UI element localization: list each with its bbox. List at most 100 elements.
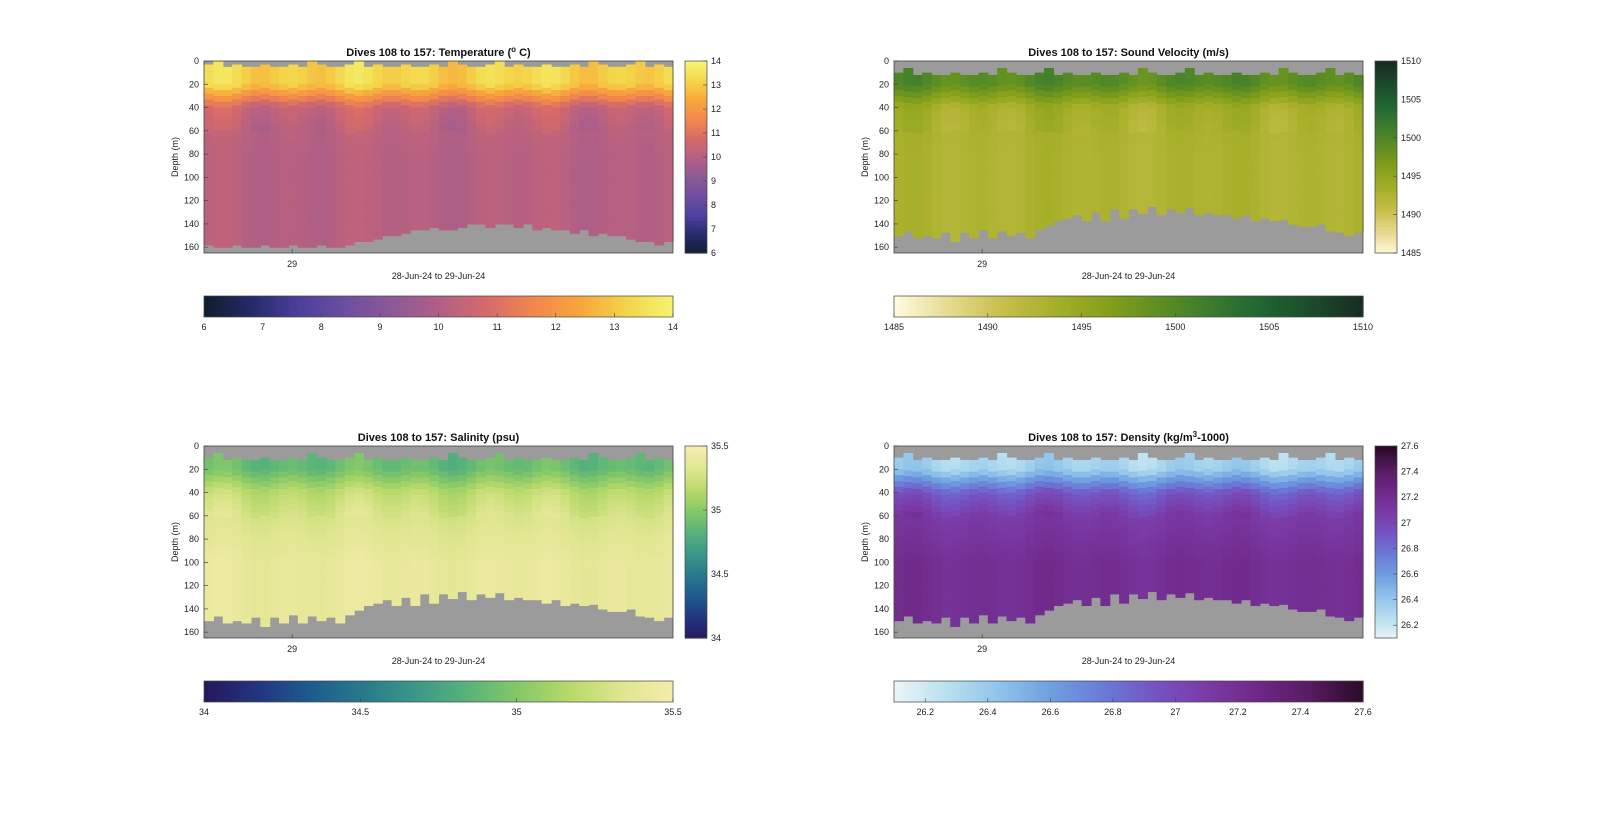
heatmap-cell — [588, 470, 599, 477]
heatmap-cell — [391, 177, 402, 184]
heatmap-cell — [476, 465, 486, 473]
heatmap-cell — [569, 134, 580, 141]
heatmap-cell — [410, 113, 421, 120]
heatmap-cell — [447, 516, 458, 524]
heatmap-cell — [269, 90, 280, 97]
heatmap-cell — [894, 585, 904, 593]
heatmap-cell — [579, 136, 590, 144]
heatmap-cell — [344, 186, 355, 194]
heatmap-cell — [476, 95, 486, 103]
heatmap-cell — [1278, 207, 1289, 215]
heatmap-cell — [1147, 90, 1158, 97]
heatmap-cell — [400, 99, 411, 106]
heatmap-cell — [466, 576, 477, 583]
heatmap-cell — [504, 582, 515, 589]
heatmap-cell — [1044, 190, 1055, 197]
colorbar-swatch — [1163, 296, 1169, 317]
heatmap-cell — [607, 523, 618, 531]
heatmap-cell — [903, 511, 914, 518]
heatmap-cell — [1241, 115, 1252, 123]
heatmap-cell — [325, 136, 336, 144]
heatmap-cell — [903, 190, 914, 197]
heatmap-cell — [419, 535, 430, 543]
heatmap-cell — [354, 61, 365, 68]
heatmap-cell — [466, 535, 477, 543]
heatmap-cell — [579, 465, 590, 473]
heatmap-cell — [532, 471, 543, 479]
heatmap-cell — [372, 64, 383, 71]
heatmap-cell — [532, 125, 543, 132]
colorbar-swatch — [250, 681, 256, 702]
heatmap-cell — [1053, 208, 1064, 216]
colorbar-swatch — [227, 681, 232, 702]
heatmap-cell — [635, 540, 646, 547]
heatmap-cell — [204, 221, 214, 228]
heatmap-cell — [663, 512, 674, 519]
heatmap-cell — [1259, 113, 1270, 120]
heatmap-cell — [1166, 156, 1176, 163]
heatmap-cell — [288, 539, 299, 546]
colorbar-swatch — [618, 681, 623, 702]
heatmap-cell — [644, 212, 655, 219]
heatmap-cell — [1025, 121, 1036, 128]
heatmap-cell — [959, 121, 970, 128]
y-tick-label: 140 — [184, 604, 199, 614]
heatmap-cell — [1025, 92, 1036, 99]
heatmap-cell — [922, 550, 933, 558]
heatmap-cell — [1025, 226, 1036, 233]
heatmap-cell — [213, 546, 224, 553]
heatmap-cell — [616, 159, 627, 167]
heatmap-cell — [616, 212, 627, 219]
colorbar-tick-label: 34 — [199, 707, 209, 717]
heatmap-cell — [457, 140, 468, 147]
heatmap-cell — [316, 221, 327, 228]
heatmap-cell — [447, 592, 458, 600]
heatmap-cell — [635, 235, 646, 242]
heatmap-cell — [1250, 197, 1261, 204]
colorbar-swatch — [375, 681, 381, 702]
heatmap-cell — [307, 241, 318, 248]
heatmap-cell — [1119, 154, 1130, 161]
heatmap-cell — [260, 603, 271, 610]
heatmap-cell — [940, 593, 951, 601]
heatmap-cell — [419, 212, 430, 219]
heatmap-cell — [335, 506, 346, 513]
colorbar-swatch — [544, 296, 549, 317]
colorbar-swatch — [960, 296, 965, 317]
heatmap-cell — [288, 521, 299, 529]
heatmap-cell — [560, 599, 571, 607]
colorbar-swatch — [1222, 296, 1227, 317]
heatmap-cell — [551, 500, 562, 508]
heatmap-cell — [560, 142, 571, 149]
heatmap-cell — [635, 511, 646, 518]
heatmap-cell — [504, 119, 515, 126]
heatmap-cell — [279, 218, 290, 225]
heatmap-cell — [307, 470, 318, 477]
heatmap-cell — [663, 125, 674, 132]
heatmap-cell — [410, 136, 421, 144]
heatmap-cell — [626, 233, 637, 240]
heatmap-cell — [335, 599, 346, 607]
heatmap-cell — [288, 145, 299, 153]
heatmap-cell — [607, 576, 618, 583]
colorbar-swatch — [563, 681, 569, 702]
heatmap-cell — [1166, 92, 1176, 99]
heatmap-cell — [504, 500, 515, 508]
heatmap-cell — [579, 489, 590, 496]
heatmap-cell — [344, 111, 355, 118]
heatmap-cell — [1269, 179, 1280, 187]
heatmap-cell — [288, 591, 299, 598]
heatmap-cell — [532, 465, 543, 473]
heatmap-cell — [1334, 185, 1345, 192]
heatmap-cell — [335, 500, 346, 508]
heatmap-cell — [987, 109, 998, 117]
heatmap-cell — [466, 119, 477, 126]
colorbar-swatch — [1144, 296, 1149, 317]
colorbar-swatch — [246, 681, 252, 702]
heatmap-cell — [1344, 119, 1355, 126]
heatmap-cell — [569, 486, 580, 494]
colorbar-swatch — [504, 681, 510, 702]
colorbar-swatch — [1171, 296, 1176, 317]
heatmap-cell — [541, 180, 552, 188]
heatmap-cell — [522, 95, 533, 103]
